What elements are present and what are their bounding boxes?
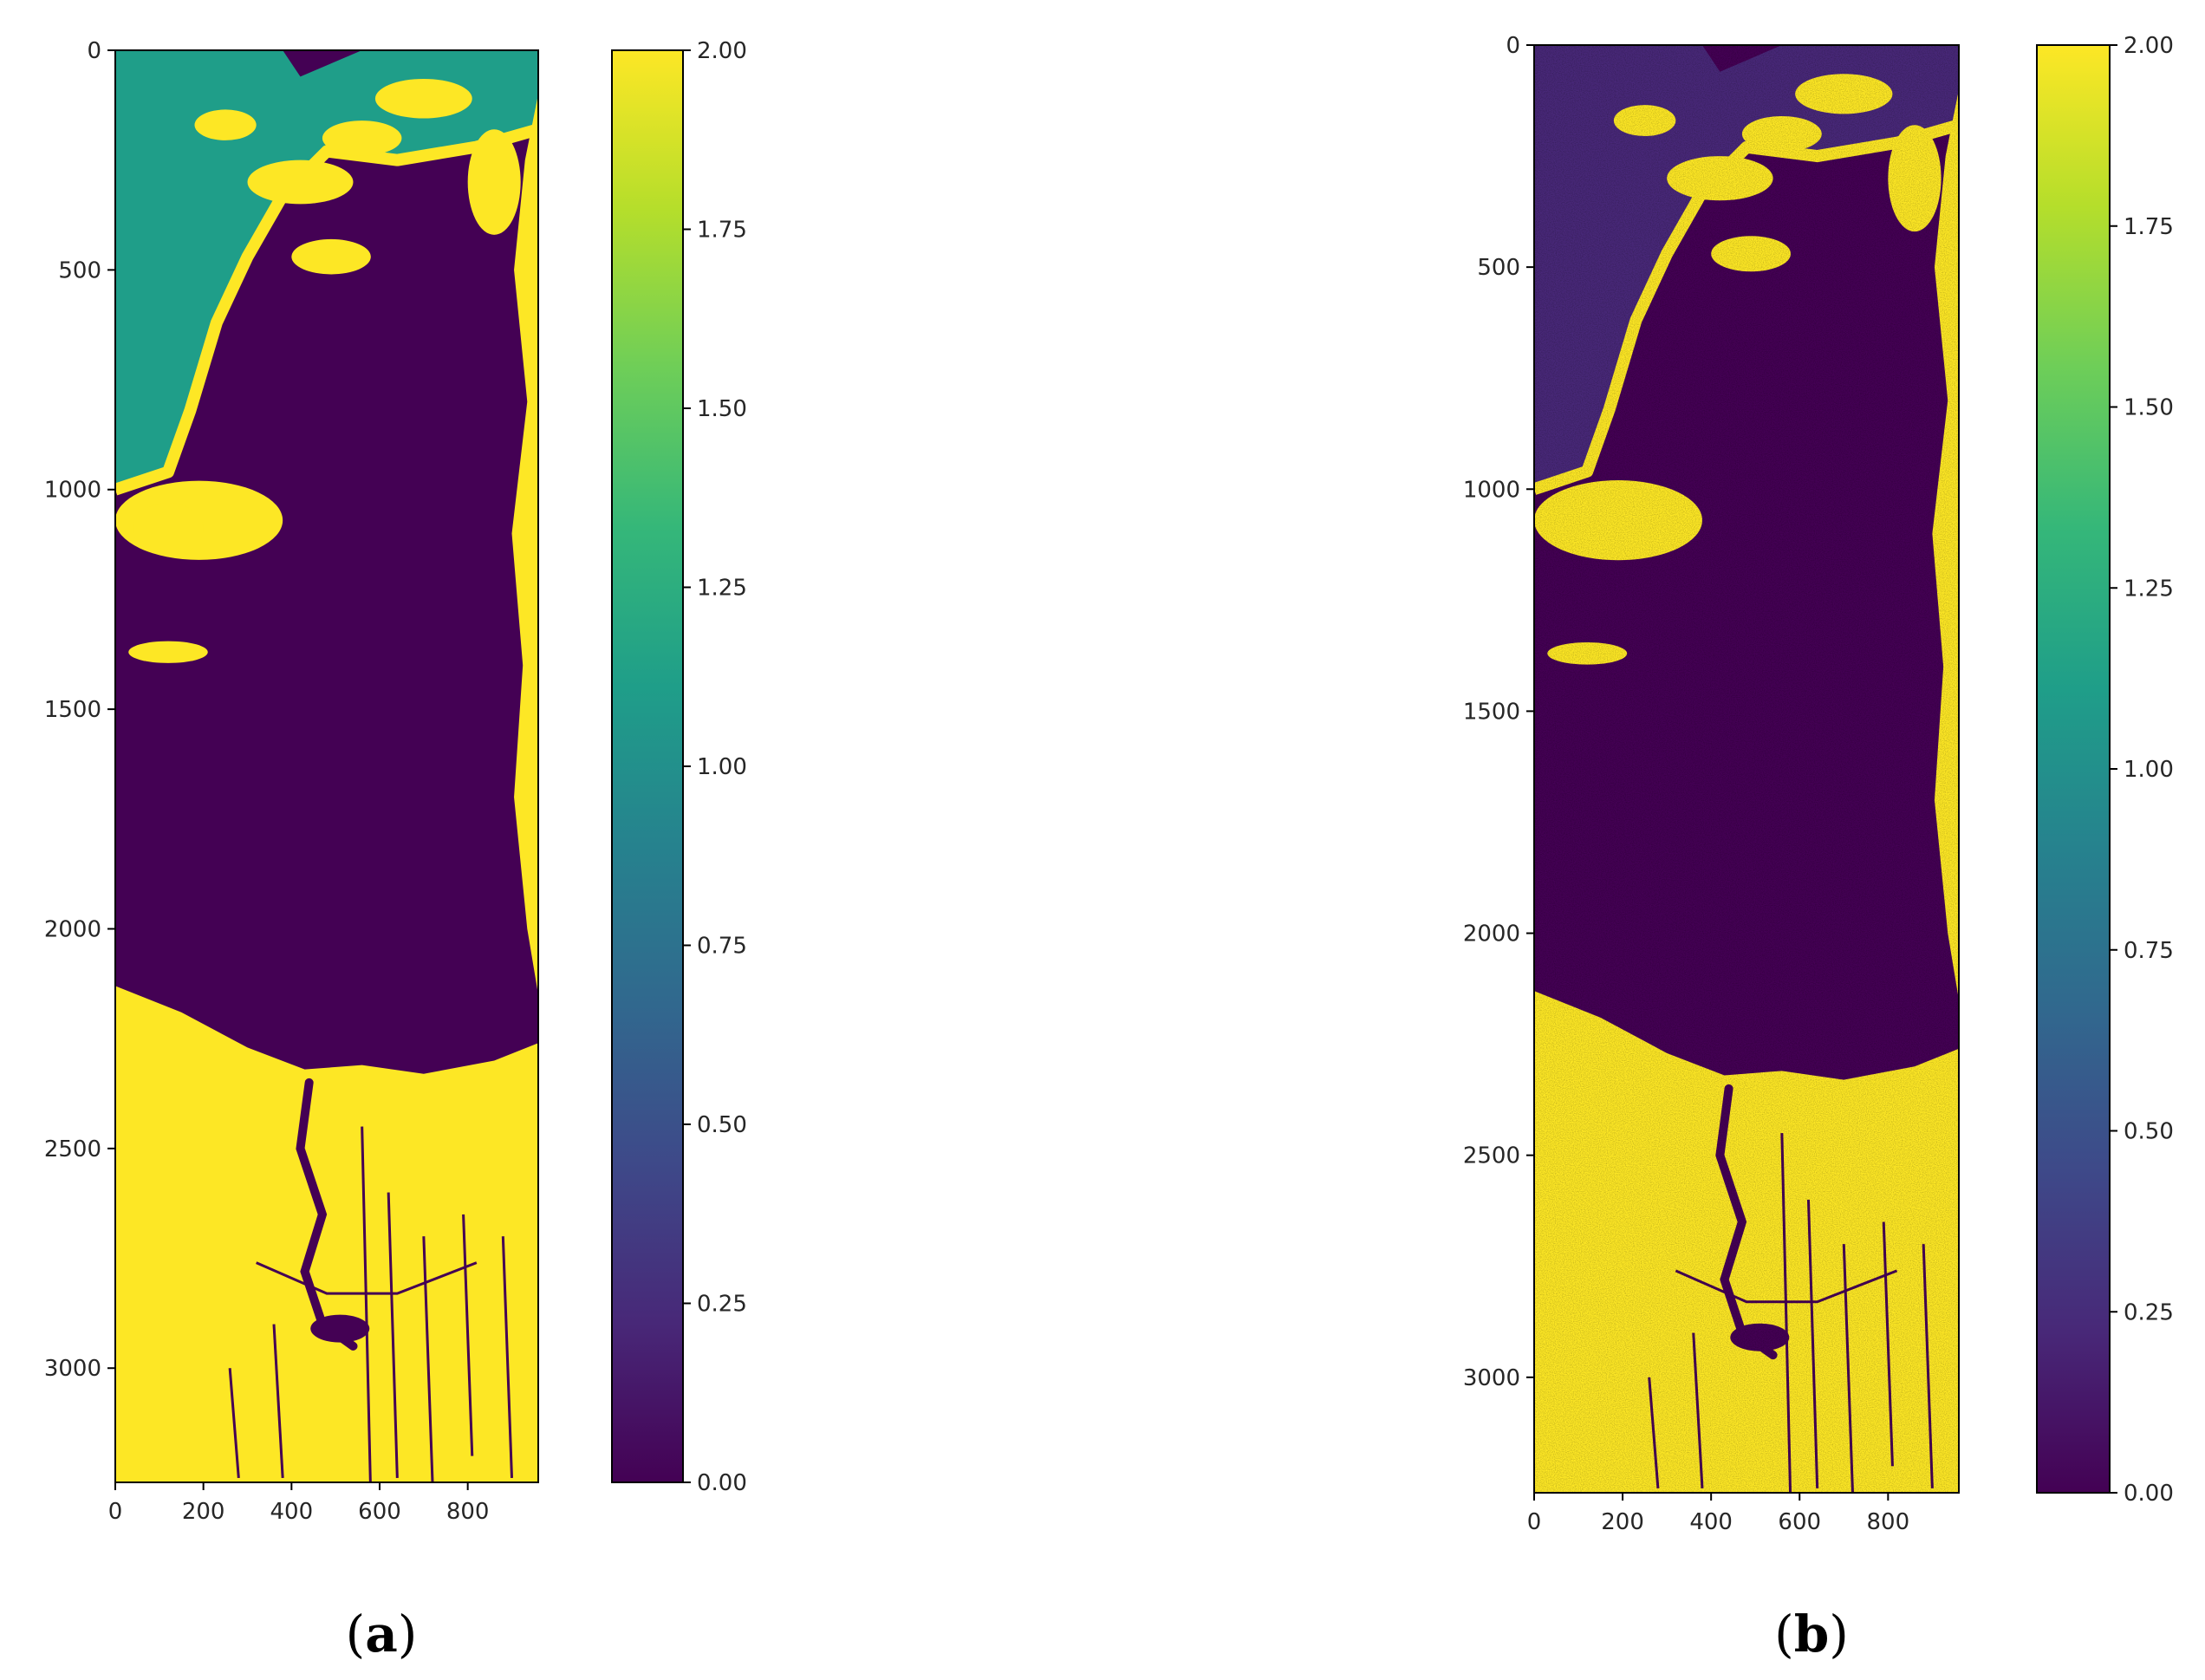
island-a-2 xyxy=(374,78,472,119)
cbar-tick-label-a-5: 1.25 xyxy=(697,576,747,602)
streak-a-5 xyxy=(272,1324,284,1479)
panel-label-a: (a) xyxy=(346,1605,418,1664)
y-tick-label-a-2: 1000 xyxy=(44,478,101,504)
cbar-tick-label-a-6: 1.50 xyxy=(697,396,747,422)
x-axis-a: 0 200 400 600 800 xyxy=(108,1482,490,1525)
heatmap-image-b xyxy=(1534,45,1959,1493)
colorbar-gradient-a xyxy=(611,49,684,1483)
cbar-tick-label-a-7: 1.75 xyxy=(697,218,747,244)
panel-label-b: (b) xyxy=(1774,1605,1849,1664)
cbar-tick-label-b-3: 0.75 xyxy=(2124,938,2174,964)
y-tick-label-a-0: 0 xyxy=(87,38,101,64)
x-tick-label-b-4: 800 xyxy=(1867,1509,1910,1535)
speckle-noise-b xyxy=(1534,45,1959,1493)
colorbar-gradient-b xyxy=(2036,44,2111,1494)
cbar-tick-label-b-2: 0.50 xyxy=(2124,1119,2174,1145)
x-tick-label-b-1: 200 xyxy=(1601,1509,1644,1535)
cbar-tick-label-a-4: 1.00 xyxy=(697,754,747,780)
y-tick-label-a-1: 500 xyxy=(58,257,101,283)
y-tick-label-a-3: 1500 xyxy=(44,697,101,723)
y-tick-label-b-6: 3000 xyxy=(1463,1365,1520,1391)
x-axis-b: 0 200 400 600 800 xyxy=(1527,1493,1909,1535)
streak-a-4 xyxy=(501,1236,513,1478)
panel-b: 0 500 1000 1500 2000 2500 3000 0 200 400 600 800 0… xyxy=(1463,33,2174,1664)
island-a-7 xyxy=(128,641,208,663)
cbar-tick-label-b-8: 2.00 xyxy=(2124,33,2174,59)
y-tick-label-a-6: 3000 xyxy=(44,1356,101,1382)
axes-frame-b xyxy=(1533,44,1960,1494)
island-a-6 xyxy=(133,502,204,556)
y-tick-label-b-2: 1000 xyxy=(1463,477,1520,503)
y-tick-label-b-3: 1500 xyxy=(1463,699,1520,725)
island-a-4 xyxy=(291,238,371,275)
cbar-tick-label-b-4: 1.00 xyxy=(2124,757,2174,783)
cbar-tick-label-b-7: 1.75 xyxy=(2124,214,2174,240)
x-tick-label-a-1: 200 xyxy=(182,1499,225,1525)
x-tick-label-a-3: 600 xyxy=(358,1499,401,1525)
streak-a-2 xyxy=(422,1236,434,1482)
x-tick-label-b-2: 400 xyxy=(1689,1509,1733,1535)
x-tick-label-b-3: 600 xyxy=(1778,1509,1821,1535)
cbar-tick-label-a-3: 0.75 xyxy=(697,934,747,960)
cbar-tick-label-b-5: 1.25 xyxy=(2124,576,2174,602)
y-axis-a: 0 500 1000 1500 2000 2500 3000 xyxy=(44,38,115,1382)
cbar-tick-label-b-6: 1.50 xyxy=(2124,395,2174,421)
cbar-tick-label-a-0: 0.00 xyxy=(697,1470,747,1496)
streak-a-1 xyxy=(387,1192,399,1478)
pond-a xyxy=(310,1314,370,1343)
streak-a-0 xyxy=(361,1126,372,1482)
y-tick-label-b-1: 500 xyxy=(1477,255,1520,281)
y-tick-label-a-5: 2500 xyxy=(44,1136,101,1162)
island-a-0 xyxy=(247,160,354,205)
cbar-tick-label-a-2: 0.50 xyxy=(697,1112,747,1138)
east-coast-a xyxy=(511,94,538,995)
x-tick-label-b-0: 0 xyxy=(1527,1509,1542,1535)
southern-land-a xyxy=(115,986,538,1482)
y-tick-label-b-0: 0 xyxy=(1506,33,1520,59)
class-1-region-a xyxy=(115,50,538,490)
x-tick-label-a-2: 400 xyxy=(270,1499,314,1525)
x-tick-label-a-0: 0 xyxy=(108,1499,123,1525)
y-tick-label-b-4: 2000 xyxy=(1463,921,1520,947)
y-tick-label-a-4: 2000 xyxy=(44,916,101,942)
island-a-1 xyxy=(322,120,402,156)
axes-frame-a xyxy=(114,49,539,1483)
cbar-tick-label-b-1: 0.25 xyxy=(2124,1299,2174,1325)
x-tick-label-a-4: 800 xyxy=(446,1499,490,1525)
panel-a: 0 500 1000 1500 2000 2500 3000 0 200 400 600 800 0… xyxy=(44,38,747,1664)
cbar-tick-label-a-8: 2.00 xyxy=(697,38,747,64)
cbar-tick-label-a-1: 0.25 xyxy=(697,1292,747,1318)
colorbar-a: 0.00 0.25 0.50 0.75 1.00 1.25 1.50 1.75 2.00 xyxy=(611,38,747,1496)
streak-a-6 xyxy=(228,1368,240,1479)
coastline-band-a xyxy=(115,123,538,496)
cbar-tick-label-b-0: 0.00 xyxy=(2124,1481,2174,1507)
y-tick-label-b-5: 2500 xyxy=(1463,1143,1520,1169)
canal-a xyxy=(256,1261,478,1295)
island-a-3 xyxy=(194,109,257,140)
colorbar-b: 0.00 0.25 0.50 0.75 1.00 1.25 1.50 1.75 2.00 xyxy=(2036,33,2174,1507)
island-a-8 xyxy=(467,129,521,235)
y-axis-b: 0 500 1000 1500 2000 2500 3000 xyxy=(1463,33,1534,1391)
streak-a-3 xyxy=(462,1214,474,1456)
heatmap-image-a xyxy=(115,50,538,1482)
